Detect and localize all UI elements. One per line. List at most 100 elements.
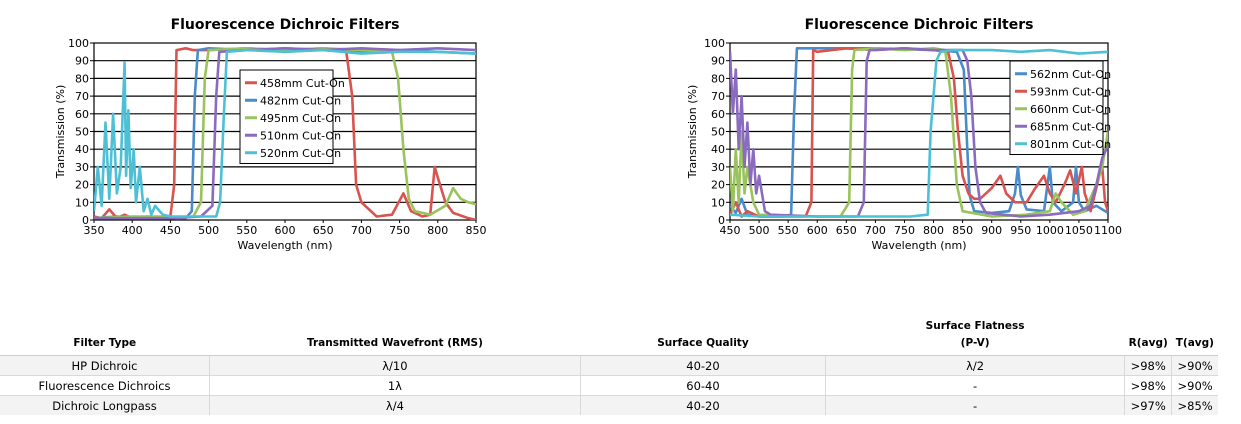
- cell-surface-quality: 40-20: [580, 395, 827, 415]
- legend-label: 660nm Cut-On: [1030, 103, 1111, 116]
- header-filter-type: Filter Type: [0, 307, 210, 356]
- y-tick-label: 90: [711, 55, 725, 68]
- y-tick-label: 100: [68, 37, 89, 50]
- y-tick-label: 70: [75, 90, 89, 103]
- chart-left: Fluorescence Dichroic Filters 0 10 20 30 40 50…: [54, 17, 487, 252]
- x-tick-label: 900: [981, 224, 1002, 237]
- cell-filter-type: Dichroic Longpass: [0, 395, 210, 415]
- header-wavefront: Transmitted Wavefront (RMS): [209, 307, 581, 356]
- chart-title: Fluorescence Dichroic Filters: [171, 17, 400, 33]
- y-tick-label: 10: [75, 196, 89, 209]
- x-tick-label: 750: [894, 224, 915, 237]
- x-axis-label: Wavelength (nm): [871, 239, 966, 252]
- x-tick-label: 950: [1010, 224, 1031, 237]
- y-axis-label: Transmission (%): [686, 85, 699, 180]
- y-tick-label: 20: [75, 179, 89, 192]
- x-tick-label: 1050: [1065, 224, 1093, 237]
- x-tick-label: 500: [198, 224, 219, 237]
- legend-label: 510nm Cut-On: [260, 129, 341, 142]
- cell-wavefront: 1λ: [209, 375, 581, 396]
- y-tick-label: 80: [711, 72, 725, 85]
- x-axis-label: Wavelength (nm): [237, 239, 332, 252]
- y-tick-label: 60: [75, 108, 89, 121]
- cell-r-avg: >97%: [1124, 395, 1173, 415]
- x-tick-label: 850: [952, 224, 973, 237]
- x-tick-label: 600: [275, 224, 296, 237]
- x-tick-label: 450: [160, 224, 181, 237]
- cell-r-avg: >98%: [1124, 355, 1173, 376]
- x-tick-label: 500: [749, 224, 770, 237]
- legend-label: 520nm Cut-On: [260, 147, 341, 160]
- y-tick-label: 50: [711, 126, 725, 139]
- x-tick-label: 700: [865, 224, 886, 237]
- x-tick-label: 800: [923, 224, 944, 237]
- table-row: Dichroic Longpass λ/4 40-20 - >97% >85%: [0, 395, 1218, 415]
- cell-surface-quality: 40-20: [580, 355, 827, 376]
- y-tick-label: 30: [711, 161, 725, 174]
- y-tick-label: 20: [711, 179, 725, 192]
- legend-label: 685nm Cut-On: [1030, 120, 1111, 133]
- x-tick-label: 650: [836, 224, 857, 237]
- y-tick-label: 80: [75, 72, 89, 85]
- cell-wavefront: λ/10: [209, 355, 581, 376]
- x-tick-label: 1000: [1036, 224, 1064, 237]
- x-tick-label: 550: [778, 224, 799, 237]
- cell-r-avg: >98%: [1124, 375, 1173, 396]
- x-tick-label: 1100: [1094, 224, 1122, 237]
- legend-label: 593nm Cut-On: [1030, 85, 1111, 98]
- cell-t-avg: >85%: [1171, 395, 1218, 415]
- series-line-4: [730, 47, 1108, 218]
- table-row: Fluorescence Dichroics 1λ 60-40 - >98% >…: [0, 375, 1218, 396]
- legend-label: 482nm Cut-On: [260, 94, 341, 107]
- cell-filter-type: Fluorescence Dichroics: [0, 375, 210, 396]
- series-line-5: [94, 48, 476, 218]
- cell-t-avg: >90%: [1171, 375, 1218, 396]
- x-tick-label: 550: [236, 224, 257, 237]
- series-line-2: [730, 47, 1108, 218]
- y-axis-label: Transmission (%): [54, 85, 67, 180]
- table-header-row: Filter Type Transmitted Wavefront (RMS) …: [0, 307, 1218, 356]
- y-tick-label: 0: [82, 214, 89, 227]
- y-tick-label: 50: [75, 126, 89, 139]
- header-surface-flatness-line2: (P-V): [960, 337, 990, 349]
- y-tick-label: 40: [711, 143, 725, 156]
- header-r-avg: R(avg): [1124, 307, 1172, 356]
- x-tick-label: 750: [389, 224, 410, 237]
- x-tick-label: 700: [351, 224, 372, 237]
- cell-wavefront: λ/4: [209, 395, 581, 415]
- cell-surface-flatness: -: [825, 375, 1126, 396]
- header-surface-flatness: Surface Flatness (P-V): [825, 307, 1125, 356]
- y-tick-label: 90: [75, 55, 89, 68]
- y-tick-label: 60: [711, 108, 725, 121]
- chart-title: Fluorescence Dichroic Filters: [805, 17, 1034, 33]
- y-tick-label: 40: [75, 143, 89, 156]
- legend-label: 495nm Cut-On: [260, 112, 341, 125]
- x-tick-label: 650: [313, 224, 334, 237]
- cell-surface-quality: 60-40: [580, 375, 827, 396]
- series-line-5: [730, 48, 1108, 218]
- y-tick-label: 30: [75, 161, 89, 174]
- x-tick-label: 850: [466, 224, 487, 237]
- x-tick-label: 600: [807, 224, 828, 237]
- x-tick-label: 450: [720, 224, 741, 237]
- table-row: HP Dichroic λ/10 40-20 λ/2 >98% >90%: [0, 355, 1218, 376]
- y-tick-label: 70: [711, 90, 725, 103]
- cell-filter-type: HP Dichroic: [0, 355, 210, 376]
- y-tick-label: 0: [718, 214, 725, 227]
- series-line-3: [730, 47, 1108, 218]
- chart-right: Fluorescence Dichroic Filters 0 10 20 30 40 50…: [686, 17, 1122, 252]
- spec-table: Filter Type Transmitted Wavefront (RMS) …: [0, 307, 1218, 415]
- legend-label: 801nm Cut-On: [1030, 138, 1111, 151]
- header-t-avg: T(avg): [1171, 307, 1218, 356]
- cell-surface-flatness: -: [825, 395, 1126, 415]
- y-tick-label: 100: [704, 37, 725, 50]
- x-tick-label: 350: [84, 224, 105, 237]
- header-surface-quality: Surface Quality: [580, 307, 826, 356]
- y-tick-label: 10: [711, 196, 725, 209]
- legend-label: 562nm Cut-On: [1030, 68, 1111, 81]
- cell-t-avg: >90%: [1171, 355, 1218, 376]
- legend-label: 458mm Cut-On: [260, 77, 345, 90]
- header-surface-flatness-line1: Surface Flatness: [925, 320, 1025, 332]
- x-tick-label: 400: [122, 224, 143, 237]
- x-tick-label: 800: [427, 224, 448, 237]
